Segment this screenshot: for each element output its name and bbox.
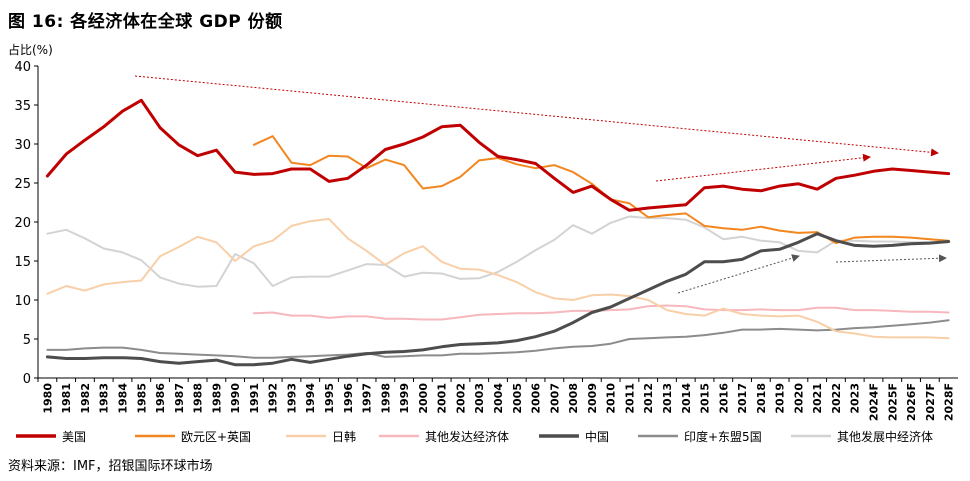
x-tick-label: 1985 [135, 383, 148, 414]
x-tick-label: 1990 [229, 383, 242, 414]
x-tick-label: 1994 [304, 383, 317, 414]
x-tick-label: 2024F [868, 383, 881, 421]
trend-arrow-china-flat [835, 254, 947, 263]
x-tick-label: 2028F [943, 383, 956, 421]
x-tick-label: 2006 [530, 383, 543, 414]
x-tick-label: 1988 [192, 383, 205, 414]
series-line-7 [46, 215, 950, 288]
y-tick-label: 15 [14, 255, 31, 270]
x-tick-label: 2021 [811, 383, 824, 414]
y-axis-unit-label: 占比(%) [8, 43, 53, 57]
x-tick-label: 2008 [567, 383, 580, 414]
x-tick-label: 1995 [323, 383, 336, 414]
y-tick-label: 40 [14, 60, 31, 75]
chart-axes: 0 5 10 15 20 25 30 35 40 1980 1981 1982 1983 1984 1985… [14, 60, 958, 421]
x-tick-label: 1983 [98, 383, 111, 414]
x-tick-label: 2013 [661, 383, 674, 414]
x-tick-label: 2020 [792, 383, 805, 414]
x-tick-label: 2017 [736, 383, 749, 414]
x-tick-label: 1989 [210, 383, 223, 414]
legend-label-7: 其他发展中经济体 [837, 429, 933, 444]
x-tick-label: 1993 [285, 383, 298, 414]
x-tick-label: 2004 [492, 383, 505, 414]
x-tick-label: 2000 [417, 383, 430, 414]
x-tick-label: 2025F [886, 383, 899, 421]
x-tick-label: 1982 [79, 383, 92, 414]
y-tick-label: 5 [23, 333, 31, 348]
x-tick-label: 1981 [60, 383, 73, 414]
x-tick-label: 2014 [680, 383, 693, 414]
x-tick-label: 2011 [623, 383, 636, 414]
x-tick-label: 2015 [699, 383, 712, 414]
x-tick-label: 2012 [642, 383, 655, 414]
source-note: 资料来源：IMF，招银国际环球市场 [8, 459, 213, 474]
x-tick-label: 1986 [154, 383, 167, 414]
series-line-4 [252, 304, 950, 321]
legend-label-6: 印度+东盟5国 [684, 429, 762, 444]
x-tick-label: 2022 [830, 383, 843, 414]
y-tick-label: 30 [14, 138, 31, 153]
x-tick-label: 1987 [173, 383, 186, 414]
y-tick-label: 0 [23, 372, 31, 387]
x-tick-label: 1980 [41, 383, 54, 414]
x-tick-label: 2001 [436, 383, 449, 414]
x-tick-label: 1984 [116, 383, 129, 414]
y-tick-label: 20 [14, 216, 31, 231]
series-line-2 [252, 135, 950, 245]
x-tick-label: 1998 [379, 383, 392, 414]
x-tick-label: 2019 [774, 383, 787, 414]
series-line-1 [45, 98, 951, 212]
y-tick-label: 25 [14, 177, 31, 192]
legend-label-5: 中国 [585, 429, 609, 444]
y-tick-label: 35 [14, 99, 31, 114]
series-layer [45, 98, 951, 367]
x-tick-label: 2007 [548, 383, 561, 414]
x-tick-label: 1996 [342, 383, 355, 414]
trend-annotations [134, 75, 947, 294]
x-tick-label: 2010 [605, 383, 618, 414]
legend-label-1: 美国 [62, 430, 86, 444]
x-tick-label: 2002 [454, 383, 467, 414]
series-line-6 [46, 319, 950, 359]
legend-label-4: 其他发达经济体 [425, 429, 509, 444]
trend-arrow-china-rise [677, 254, 800, 294]
x-tick-label: 2023 [849, 383, 862, 414]
x-tick-label: 2009 [586, 383, 599, 414]
x-tick-label: 1992 [267, 383, 280, 414]
chart-legend: 美国 欧元区+英国 日韩 其他发达经济体 中国 印度+东盟5国 其他发展中经济体 [16, 429, 933, 444]
x-tick-label: 1991 [248, 383, 261, 414]
series-line-5 [45, 232, 951, 367]
legend-label-3: 日韩 [332, 429, 356, 444]
figure-title: 图 16: 各经济体在全球 GDP 份额 [8, 12, 283, 32]
legend-label-2: 欧元区+英国 [181, 430, 251, 444]
series-line-3 [46, 217, 950, 340]
y-tick-label: 10 [14, 294, 31, 309]
x-tick-label: 2005 [511, 383, 524, 414]
x-tick-label: 2027F [924, 383, 937, 421]
x-tick-label: 2003 [473, 383, 486, 414]
x-tick-label: 2018 [755, 383, 768, 414]
trend-arrow-us-decline [134, 75, 939, 157]
x-tick-label: 2016 [717, 383, 730, 414]
x-tick-label: 2026F [905, 383, 918, 421]
x-tick-label: 1997 [361, 383, 374, 414]
x-tick-label: 1999 [398, 383, 411, 414]
